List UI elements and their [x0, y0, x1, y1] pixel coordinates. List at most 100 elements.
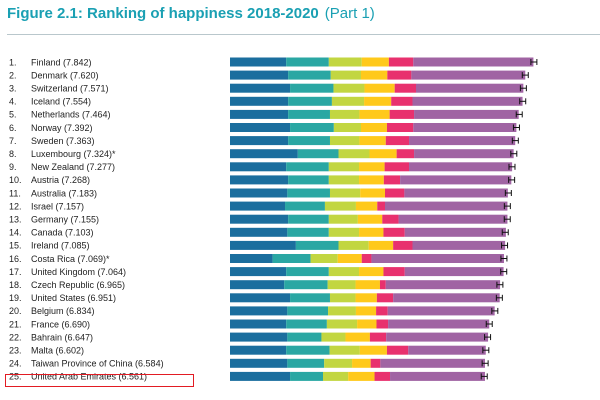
row-country-label: New Zealand (7.277) — [31, 162, 115, 172]
row-country-label: Switzerland (7.571) — [31, 84, 109, 94]
row-rank: 10. — [9, 175, 22, 185]
bar-segment-residual — [413, 123, 517, 132]
bar-segment-generosity — [394, 83, 416, 93]
row-country-label: France (6.690) — [31, 319, 90, 329]
bar-segment-gdp — [230, 96, 289, 106]
bar-segment-gdp — [230, 293, 291, 303]
row-rank: 17. — [9, 267, 22, 277]
bar-segment-social-support — [286, 162, 329, 172]
bar-segment-freedom — [360, 123, 387, 132]
bar-segment-freedom — [364, 96, 392, 106]
bar-segment-health — [327, 280, 356, 290]
row-country-label: Costa Rica (7.069)* — [31, 254, 110, 264]
bar-segment-residual — [409, 136, 516, 146]
bar-segment-social-support — [284, 280, 328, 290]
row-country-label: Luxembourg (7.324)* — [31, 149, 116, 159]
bar-segment-health — [323, 371, 349, 381]
bar-segment-health — [329, 345, 360, 355]
bar-segment-generosity — [393, 240, 413, 250]
row-rank: 4. — [9, 97, 17, 107]
row-country-label: Taiwan Province of China (6.584) — [31, 359, 164, 369]
row-rank: 2. — [9, 70, 17, 80]
row-country-label: Bahrain (6.647) — [31, 332, 93, 342]
bar-segment-social-support — [287, 306, 329, 316]
bar-segment-residual — [380, 358, 485, 368]
bar-segment-social-support — [288, 136, 330, 146]
chart-title-main: Figure 2.1: Ranking of happiness 2018-20… — [7, 5, 319, 22]
row-country-label: United States (6.951) — [31, 293, 116, 303]
bar-segment-generosity — [376, 306, 388, 316]
bar-segment-residual — [393, 293, 500, 303]
bar-segment-health — [321, 332, 346, 342]
chart-title-part: (Part 1) — [324, 5, 375, 22]
bar-segment-social-support — [272, 254, 311, 263]
row-rank: 9. — [9, 162, 17, 172]
bar-segment-gdp — [230, 83, 291, 93]
row-country-label: Ireland (7.085) — [31, 241, 90, 251]
bar-segment-gdp — [230, 136, 289, 146]
bar-segment-freedom — [361, 57, 389, 67]
bar-segment-residual — [414, 149, 514, 159]
bar-segment-social-support — [286, 57, 329, 67]
bar-segment-freedom — [364, 83, 395, 93]
bar-segment-residual — [414, 109, 519, 119]
bar-segment-generosity — [361, 254, 372, 263]
bar-segment-residual — [400, 175, 512, 185]
bar-segment-health — [310, 254, 338, 263]
bar-segment-residual — [411, 70, 526, 80]
bar-segment-residual — [404, 188, 508, 198]
bar-segment-residual — [416, 83, 524, 93]
bar-segment-gdp — [230, 371, 291, 381]
bar-segment-generosity — [388, 57, 414, 67]
bar-segment-social-support — [287, 227, 329, 237]
bar-segment-gdp — [230, 123, 291, 132]
bar-segment-generosity — [391, 96, 413, 106]
bar-segment-generosity — [376, 319, 389, 329]
bar-segment-gdp — [230, 188, 288, 198]
row-rank: 20. — [9, 306, 22, 316]
bar-segment-health — [330, 70, 361, 80]
bar-segment-health — [329, 136, 360, 146]
bar-segment-freedom — [355, 201, 378, 211]
bar-segment-gdp — [230, 332, 288, 342]
row-rank: 16. — [9, 254, 22, 264]
row-country-label: Iceland (7.554) — [31, 97, 91, 107]
bar-segment-health — [328, 162, 360, 172]
bar-segment-social-support — [290, 371, 323, 381]
bar-segment-social-support — [288, 214, 329, 224]
bar-segment-residual — [412, 96, 523, 106]
bar-segment-social-support — [290, 293, 330, 303]
bar-segment-residual — [386, 332, 489, 342]
bar-segment-generosity — [383, 227, 405, 237]
row-rank: 23. — [9, 346, 22, 356]
bar-segment-gdp — [230, 267, 287, 277]
bar-segment-freedom — [359, 136, 386, 146]
bar-segment-gdp — [230, 345, 287, 355]
bar-segment-social-support — [285, 201, 325, 211]
bar-segment-health — [329, 293, 356, 303]
bar-segment-social-support — [287, 188, 330, 198]
bar-segment-health — [338, 240, 369, 250]
row-rank: 6. — [9, 123, 17, 133]
highlight-box — [5, 374, 194, 387]
row-country-label: Belgium (6.834) — [31, 306, 95, 316]
bar-segment-generosity — [383, 175, 401, 185]
bar-segment-social-support — [288, 96, 332, 106]
row-rank: 21. — [9, 319, 22, 329]
bar-segment-residual — [385, 201, 508, 211]
bar-segment-health — [333, 83, 365, 93]
bar-segment-health — [329, 188, 361, 198]
row-country-label: Germany (7.155) — [31, 215, 99, 225]
bar-segment-health — [338, 149, 370, 159]
bar-segment-residual — [398, 214, 508, 224]
bar-segment-freedom — [337, 254, 362, 263]
bar-segment-freedom — [359, 175, 384, 185]
bar-segment-generosity — [370, 358, 381, 368]
bar-segment-residual — [390, 371, 485, 381]
row-country-label: Denmark (7.620) — [31, 70, 99, 80]
row-rank: 7. — [9, 136, 17, 146]
bar-segment-generosity — [384, 162, 410, 172]
bar-segment-health — [329, 109, 360, 119]
bar-segment-social-support — [288, 70, 331, 80]
bar-segment-gdp — [230, 149, 298, 159]
